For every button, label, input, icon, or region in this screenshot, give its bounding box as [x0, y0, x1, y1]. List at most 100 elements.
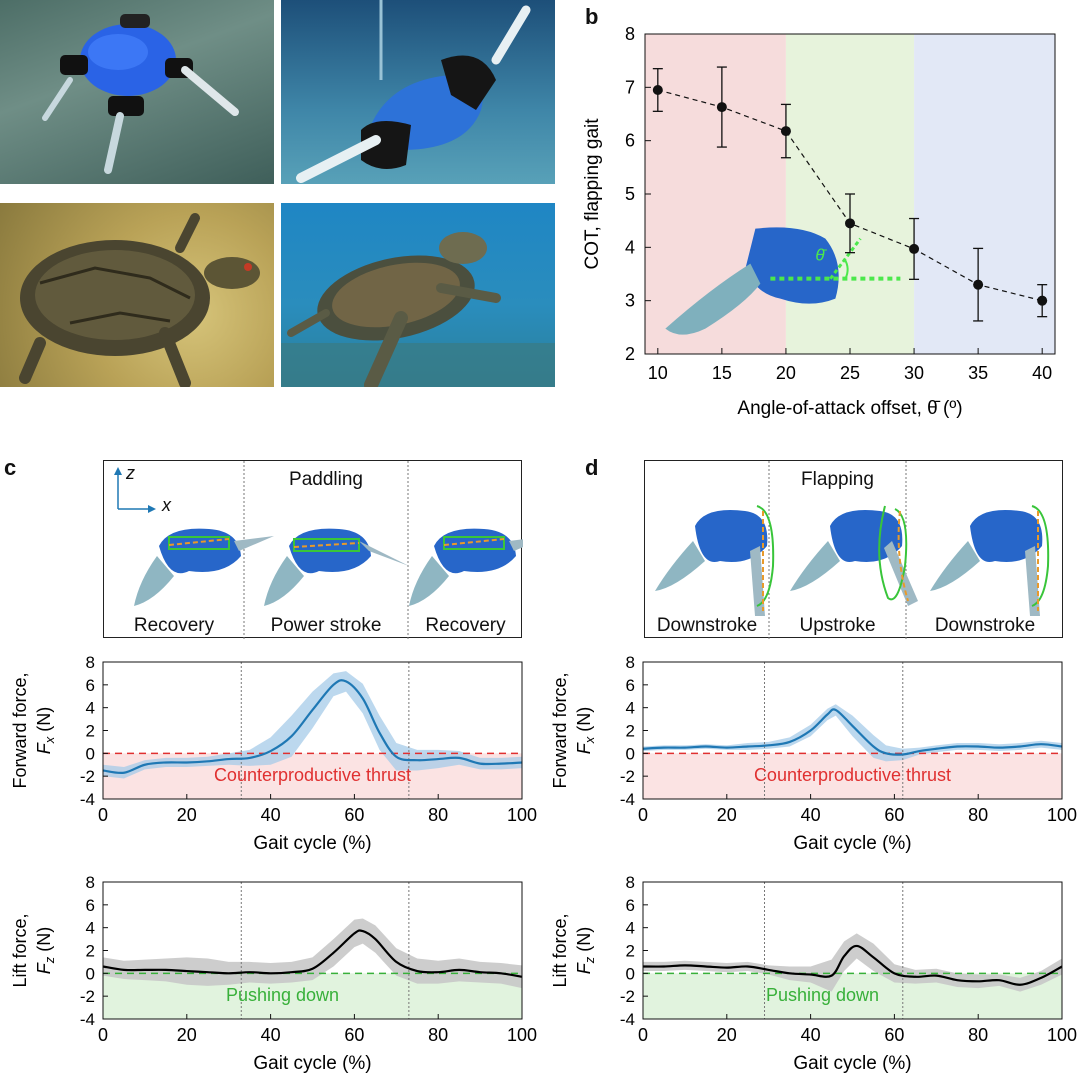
y-tick-label: 2 — [86, 722, 95, 741]
turtle-illustration-1 — [19, 213, 260, 387]
y-tick-label: 4 — [626, 699, 635, 718]
y-label-symbol: F — [34, 742, 54, 754]
y-label-unit: (N) — [34, 927, 54, 957]
x-tick-label: 10 — [648, 363, 668, 383]
chart-b-cot-vs-angle: θ̄ 10 15 20 25 30 35 40 2 3 4 5 6 7 8 Angle-of-attack o… — [582, 24, 1056, 419]
x-tick-label: 0 — [638, 805, 648, 825]
negative-region — [643, 753, 1062, 799]
y-axis-label-line1: Forward force, — [10, 672, 30, 788]
y-axis-label-line2: Fz (N) — [574, 927, 597, 975]
y-tick-label: 4 — [626, 919, 635, 938]
x-tick-label: 60 — [884, 1025, 904, 1045]
y-tick-label: 2 — [626, 722, 635, 741]
data-point — [780, 126, 791, 137]
schematic-title: Flapping — [801, 469, 874, 490]
x-tick-label: 100 — [507, 805, 537, 825]
y-axis-label-line1: Lift force, — [550, 913, 570, 987]
xz-axis-icon — [114, 467, 156, 513]
y-tick-label: -2 — [620, 767, 635, 786]
y-tick-label: 2 — [626, 942, 635, 961]
y-tick-label: -4 — [620, 1010, 635, 1029]
y-tick-label: 6 — [626, 896, 635, 915]
schematic-title: Paddling — [289, 469, 363, 490]
x-tick-label: 20 — [717, 805, 737, 825]
y-axis-label-line1: Forward force, — [550, 672, 570, 788]
panel-label-c: c — [4, 455, 17, 480]
phase-label: Upstroke — [799, 615, 876, 636]
y-label-subscript: z — [582, 956, 597, 964]
x-tick-label: 30 — [904, 363, 924, 383]
y-tick-label: 8 — [626, 873, 635, 892]
y-label-unit: (N) — [574, 707, 594, 737]
x-tick-label: 20 — [776, 363, 796, 383]
y-label-symbol: F — [34, 962, 54, 974]
x-tick-label: 80 — [428, 1025, 448, 1045]
mean-line — [642, 944, 1063, 986]
y-axis-label: Forward force, Fx (N) — [550, 672, 597, 788]
y-tick-label: 8 — [626, 653, 635, 672]
x-tick-label: 100 — [507, 1025, 537, 1045]
turtle-illustration-2 — [281, 232, 555, 387]
robot-sketch-2 — [264, 528, 409, 606]
y-axis-label-line1: Lift force, — [10, 913, 30, 987]
y-tick-label: -4 — [620, 790, 635, 809]
y-tick-label: 2 — [625, 344, 635, 364]
x-axis-label: Gait cycle (%) — [253, 1053, 371, 1074]
y-axis-label: Lift force, Fz (N) — [10, 913, 57, 987]
data-point — [652, 85, 663, 95]
data-point — [845, 218, 855, 229]
y-tick-label: 2 — [86, 942, 95, 961]
y-tick-label: 8 — [625, 24, 635, 44]
inset-robot-flipper — [665, 263, 761, 335]
photo-robot-top-view — [0, 0, 274, 184]
phase-label: Recovery — [425, 615, 506, 636]
y-label-unit: (N) — [34, 707, 54, 737]
phase-label: Downstroke — [656, 615, 758, 636]
x-axis-label: Angle-of-attack offset, θ̄ (º) — [737, 398, 962, 419]
x-tick-label: 0 — [98, 805, 108, 825]
x-tick-label: 80 — [968, 805, 988, 825]
y-tick-label: 0 — [626, 964, 635, 983]
y-axis-label-line2: Fx (N) — [34, 707, 57, 755]
robot-sketch-3 — [409, 528, 523, 606]
panel-label-b: b — [585, 4, 599, 29]
region-label: Counterproductive thrust — [214, 765, 411, 785]
y-tick-label: 7 — [625, 77, 635, 97]
y-tick-label: 6 — [86, 676, 95, 695]
photo-robot-underwater — [281, 0, 555, 184]
mean-line — [102, 679, 523, 775]
y-tick-label: 0 — [86, 744, 95, 763]
y-tick-label: -4 — [80, 1010, 95, 1029]
robot-sketch-1 — [134, 528, 274, 606]
y-tick-label: 5 — [625, 184, 635, 204]
y-label-symbol: F — [574, 742, 594, 754]
y-axis-label-line2: Fx (N) — [574, 707, 597, 755]
x-tick-label: 40 — [1032, 363, 1052, 383]
y-tick-label: -4 — [80, 790, 95, 809]
x-tick-label: 100 — [1047, 805, 1077, 825]
uncertainty-band — [643, 933, 1062, 992]
photo-sea-turtle — [281, 203, 555, 387]
y-axis-label: COT, flapping gait — [582, 118, 603, 270]
y-tick-label: -2 — [80, 987, 95, 1006]
background-band — [914, 34, 1055, 354]
y-label-unit: (N) — [574, 927, 594, 957]
inset-robot: θ̄ — [665, 227, 901, 335]
inset-angle-arc — [843, 258, 849, 280]
y-tick-label: 4 — [86, 919, 95, 938]
x-tick-label: 100 — [1047, 1025, 1077, 1045]
x-tick-label: 0 — [638, 1025, 648, 1045]
inset-angle-line — [829, 237, 862, 280]
axis-z-label: z — [126, 463, 135, 483]
data-point — [973, 279, 984, 290]
mean-line — [642, 708, 1063, 756]
x-tick-label: 20 — [177, 1025, 197, 1045]
paddling-schematic: z x Paddling Recovery Power stroke Recov… — [103, 460, 523, 639]
robot-side-illustration — [296, 0, 531, 183]
axis-x-label: x — [162, 495, 171, 515]
x-tick-label: 40 — [801, 1025, 821, 1045]
x-tick-label: 40 — [261, 805, 281, 825]
phase-label: Downstroke — [934, 615, 1036, 636]
